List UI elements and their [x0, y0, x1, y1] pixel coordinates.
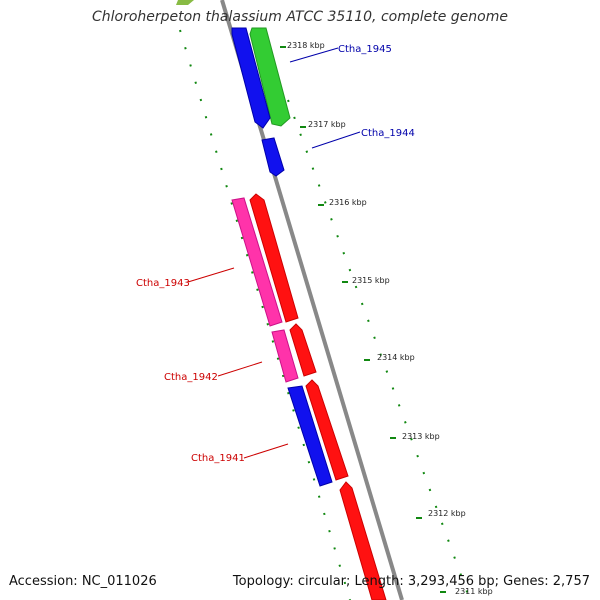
gene-ctha-1945[interactable]	[249, 27, 291, 127]
tick-label-2314: 2314 kbp	[377, 353, 415, 362]
leader-ctha-1941	[243, 443, 289, 459]
label-ctha-1941[interactable]: Ctha_1941	[191, 453, 245, 464]
cds-fragment-top[interactable]	[176, 0, 194, 5]
genome-summary-text: Topology: circular; Length: 3,293,456 bp…	[232, 574, 590, 589]
gene-ctha-1943[interactable]	[231, 197, 283, 327]
kbp-ticks	[280, 46, 446, 593]
gene-blue-1[interactable]	[231, 27, 271, 129]
tick-label-2316: 2316 kbp	[329, 198, 367, 207]
leader-ctha-1945	[289, 47, 339, 63]
label-ctha-1943[interactable]: Ctha_1943	[136, 278, 190, 289]
gene-red-3[interactable]	[305, 379, 349, 481]
tick-label-2312: 2312 kbp	[428, 509, 466, 518]
tick-label-2315: 2315 kbp	[352, 276, 390, 285]
leader-ctha-1943	[187, 267, 235, 283]
gene-red-4[interactable]	[339, 481, 387, 600]
gene-ctha-1942[interactable]	[271, 329, 299, 383]
tick-label-2311: 2311 kbp	[455, 587, 493, 596]
gene-ctha-1944[interactable]	[261, 137, 285, 177]
accession-text: Accession: NC_011026	[9, 574, 157, 589]
gene-red-2[interactable]	[289, 323, 317, 377]
leader-ctha-1944	[311, 131, 361, 149]
tick-label-2317: 2317 kbp	[308, 120, 346, 129]
label-ctha-1945[interactable]: Ctha_1945	[338, 44, 392, 55]
label-ctha-1942[interactable]: Ctha_1942	[164, 372, 218, 383]
gene-red-1[interactable]	[249, 193, 299, 323]
tick-label-2318: 2318 kbp	[287, 41, 325, 50]
leader-ctha-1942	[217, 361, 263, 377]
tick-label-2313: 2313 kbp	[402, 432, 440, 441]
label-ctha-1944[interactable]: Ctha_1944	[361, 128, 415, 139]
map-title: Chloroherpeton thalassium ATCC 35110, co…	[92, 9, 508, 25]
gene-ctha-1941[interactable]	[287, 385, 333, 487]
